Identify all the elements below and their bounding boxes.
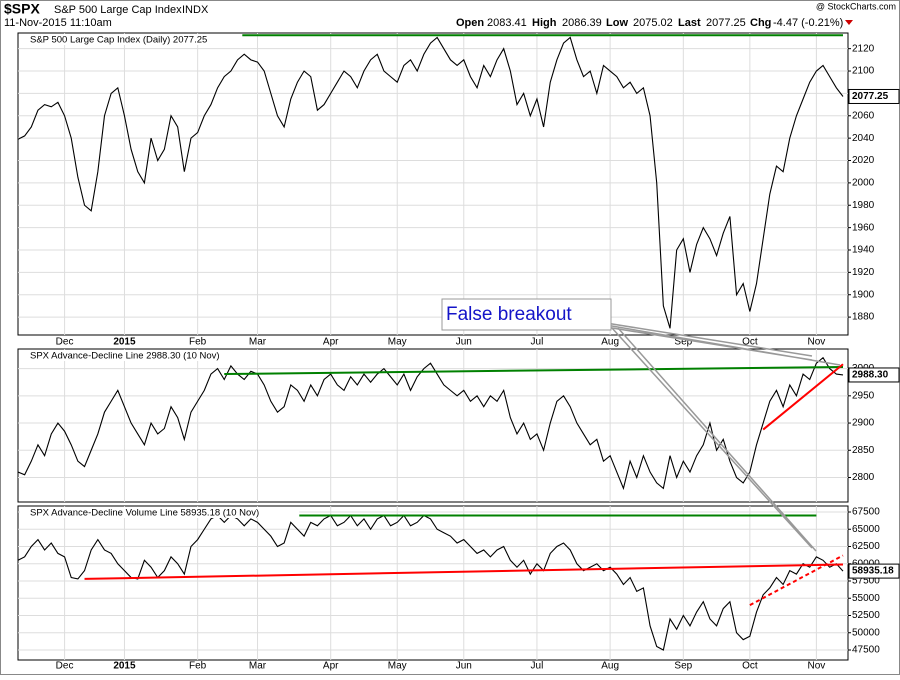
exchange: INDX	[182, 4, 209, 16]
y-tick-label: 47500	[852, 645, 880, 656]
x-tick-label: Mar	[249, 661, 267, 672]
x-tick-label: Aug	[601, 661, 619, 672]
stat-value: 2077.25	[706, 17, 746, 29]
y-tick-label: 57500	[852, 576, 880, 587]
x-tick-label: Oct	[742, 337, 758, 348]
y-tick-label: 1880	[852, 312, 875, 323]
x-tick-label: Dec	[56, 661, 74, 672]
x-tick-label: Dec	[56, 337, 74, 348]
last-value-label: 2988.30	[852, 370, 889, 381]
y-tick-label: 1920	[852, 267, 875, 278]
panel-title: SPX Advance-Decline Volume Line 58935.18…	[30, 508, 259, 519]
panel: Dec 2015 Feb Mar Apr May Jun Jul Aug Sep Oct Nov 188…	[17, 32, 900, 348]
last-value-box	[848, 367, 900, 383]
y-tick-label: 2040	[852, 133, 875, 144]
last-value-box	[848, 563, 900, 579]
panel-title: S&P 500 Large Cap Index (Daily) 2077.25	[30, 35, 207, 46]
x-tick-label: Jun	[456, 661, 472, 672]
series-line	[18, 514, 844, 651]
x-tick-label: Apr	[323, 661, 339, 672]
trend-line	[762, 363, 844, 431]
down-arrow	[845, 20, 853, 25]
y-tick-label: 2120	[852, 43, 875, 54]
y-tick-label: 2800	[852, 472, 875, 483]
title-bg	[20, 350, 254, 361]
trend-line	[749, 554, 844, 607]
last-value-label: 58935.18	[852, 566, 894, 577]
x-tick-label: May	[388, 661, 407, 672]
y-tick-label: 1960	[852, 222, 875, 233]
x-tick-label: Nov	[807, 337, 825, 348]
y-tick-label: 2000	[852, 178, 875, 189]
x-tick-label: Feb	[189, 337, 207, 348]
arrow	[605, 322, 841, 366]
credit: @ StockCharts.com	[816, 1, 896, 11]
stat-label: Chg	[750, 17, 771, 29]
plot-area	[17, 32, 849, 336]
callout-box	[441, 298, 612, 331]
y-tick-label: 2900	[852, 418, 875, 429]
x-tick-label: Jul	[531, 661, 544, 672]
symbol: $SPX	[4, 1, 40, 17]
arrow	[611, 327, 817, 552]
y-tick-label: 2850	[852, 445, 875, 456]
last-value-label: 2077.25	[852, 91, 889, 102]
y-tick-label: 55000	[852, 593, 880, 604]
stat-label: Low	[606, 17, 628, 29]
y-tick-label: 67500	[852, 507, 880, 518]
x-tick-label: Apr	[323, 337, 339, 348]
y-tick-label: 2950	[852, 390, 875, 401]
y-tick-label: 50000	[852, 627, 880, 638]
series-line	[18, 356, 844, 491]
x-tick-label: May	[388, 337, 407, 348]
y-tick-label: 1980	[852, 200, 875, 211]
stat-value: -4.47 (-0.21%)	[773, 17, 843, 29]
panel: Dec 2015 Feb Mar Apr May Jun Jul Aug Sep Oct Nov 475…	[17, 505, 900, 672]
y-tick-label: 2060	[852, 110, 875, 121]
timestamp: 11-Nov-2015 11:10am	[4, 17, 112, 29]
instrument-name: S&P 500 Large Cap Index	[54, 4, 182, 16]
stat-label: Last	[678, 17, 701, 29]
callout: False breakout	[441, 298, 841, 552]
callout-text: False breakout	[446, 304, 572, 325]
title-bg	[20, 507, 300, 518]
last-value-box	[848, 88, 900, 104]
x-tick-label: Mar	[249, 337, 267, 348]
panels: Dec 2015 Feb Mar Apr May Jun Jul Aug Sep Oct Nov 188…	[17, 32, 900, 672]
stat-value: 2083.41	[487, 17, 527, 29]
stat-label: Open	[456, 17, 484, 29]
plot-area	[17, 505, 849, 661]
panel: 28002850290029503000SPX Advance-Decline …	[17, 348, 900, 503]
trend-line	[224, 365, 844, 376]
x-tick-label: Jun	[456, 337, 472, 348]
x-tick-label: Feb	[189, 661, 207, 672]
y-tick-label: 2100	[852, 66, 875, 77]
x-tick-label: Aug	[601, 337, 619, 348]
x-tick-label: Sep	[674, 661, 692, 672]
stat-value: 2075.02	[633, 17, 673, 29]
stat-value: 2086.39	[562, 17, 602, 29]
x-tick-label: 2015	[113, 661, 136, 672]
y-tick-label: 65000	[852, 524, 880, 535]
x-tick-label: 2015	[113, 337, 136, 348]
y-tick-label: 1940	[852, 245, 875, 256]
panel-title: SPX Advance-Decline Line 2988.30 (10 Nov…	[30, 351, 220, 362]
y-tick-label: 2020	[852, 155, 875, 166]
y-tick-label: 62500	[852, 541, 880, 552]
y-tick-label: 52500	[852, 610, 880, 621]
stats: Open 2083.41 High 2086.39 Low 2075.02 Last 2077…	[456, 17, 843, 29]
x-tick-label: Sep	[674, 337, 692, 348]
x-tick-label: Jul	[531, 337, 544, 348]
y-tick-label: 1900	[852, 289, 875, 300]
stat-label: High	[532, 17, 557, 29]
trend-line	[84, 563, 844, 580]
series-line	[18, 36, 844, 329]
title-bg	[20, 34, 243, 45]
x-tick-label: Nov	[807, 661, 825, 672]
x-tick-label: Oct	[742, 661, 758, 672]
